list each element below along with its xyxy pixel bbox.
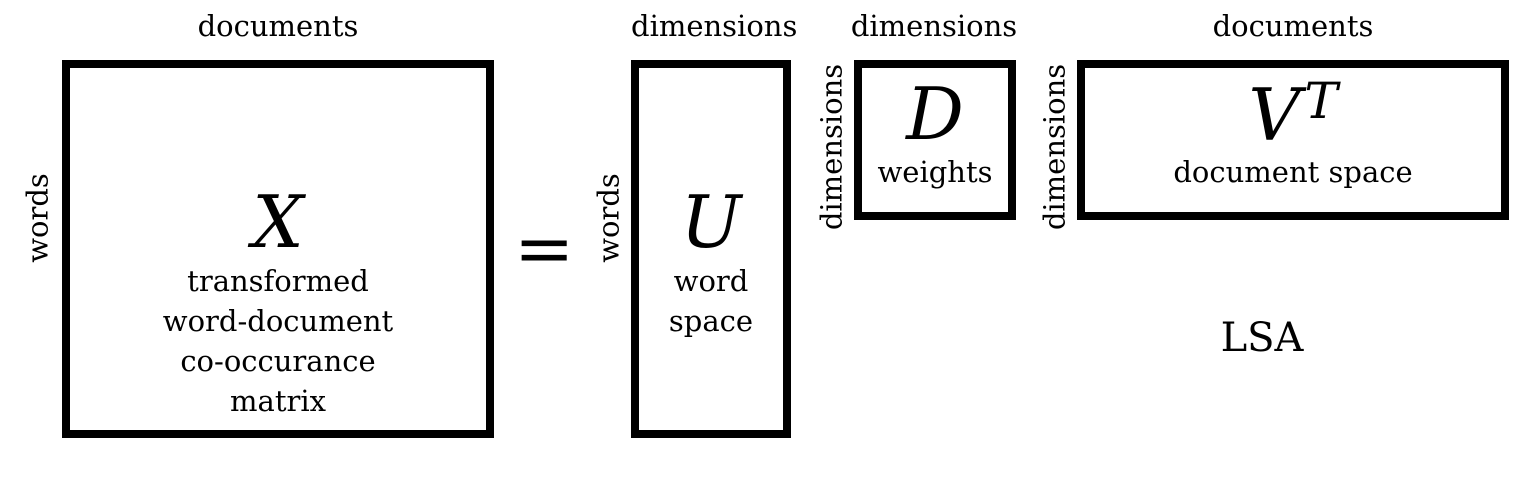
x-description-line: co-occurance xyxy=(180,344,376,378)
x-symbol: X xyxy=(252,180,304,264)
equals-sign: = xyxy=(514,206,575,290)
vt-superscript: T xyxy=(1304,72,1338,130)
vt-description: document space xyxy=(1077,152,1509,192)
x-description: transformed word-document co-occurance m… xyxy=(62,261,494,421)
d-symbol: D xyxy=(906,72,964,156)
x-top-label: documents xyxy=(197,9,359,43)
vt-description-line: document space xyxy=(1173,155,1413,189)
u-description: word space xyxy=(631,261,791,341)
d-description: weights xyxy=(854,152,1016,192)
x-description-line: transformed xyxy=(187,264,369,298)
u-symbol: U xyxy=(680,180,742,264)
u-description-line: space xyxy=(668,304,754,338)
vt-symbol: VT xyxy=(1077,76,1509,151)
u-side-label: words xyxy=(591,173,626,263)
vt-top-label: documents xyxy=(1212,9,1374,43)
u-description-line: word xyxy=(673,264,749,298)
vt-side-label: dimensions xyxy=(1037,63,1072,231)
x-description-line: matrix xyxy=(230,384,326,418)
vt-symbol-letter: V xyxy=(1248,73,1301,157)
d-top-label: dimensions xyxy=(850,9,1018,43)
x-matrix-box xyxy=(62,60,494,438)
d-matrix-box xyxy=(854,60,1016,220)
d-description-line: weights xyxy=(877,155,993,189)
d-side-label: dimensions xyxy=(814,63,849,231)
u-top-label: dimensions xyxy=(631,9,798,43)
x-side-label: words xyxy=(20,173,55,263)
x-description-line: word-document xyxy=(162,304,394,338)
u-matrix-box xyxy=(631,60,791,438)
vt-matrix-box xyxy=(1077,60,1509,220)
caption: LSA xyxy=(1220,315,1304,361)
